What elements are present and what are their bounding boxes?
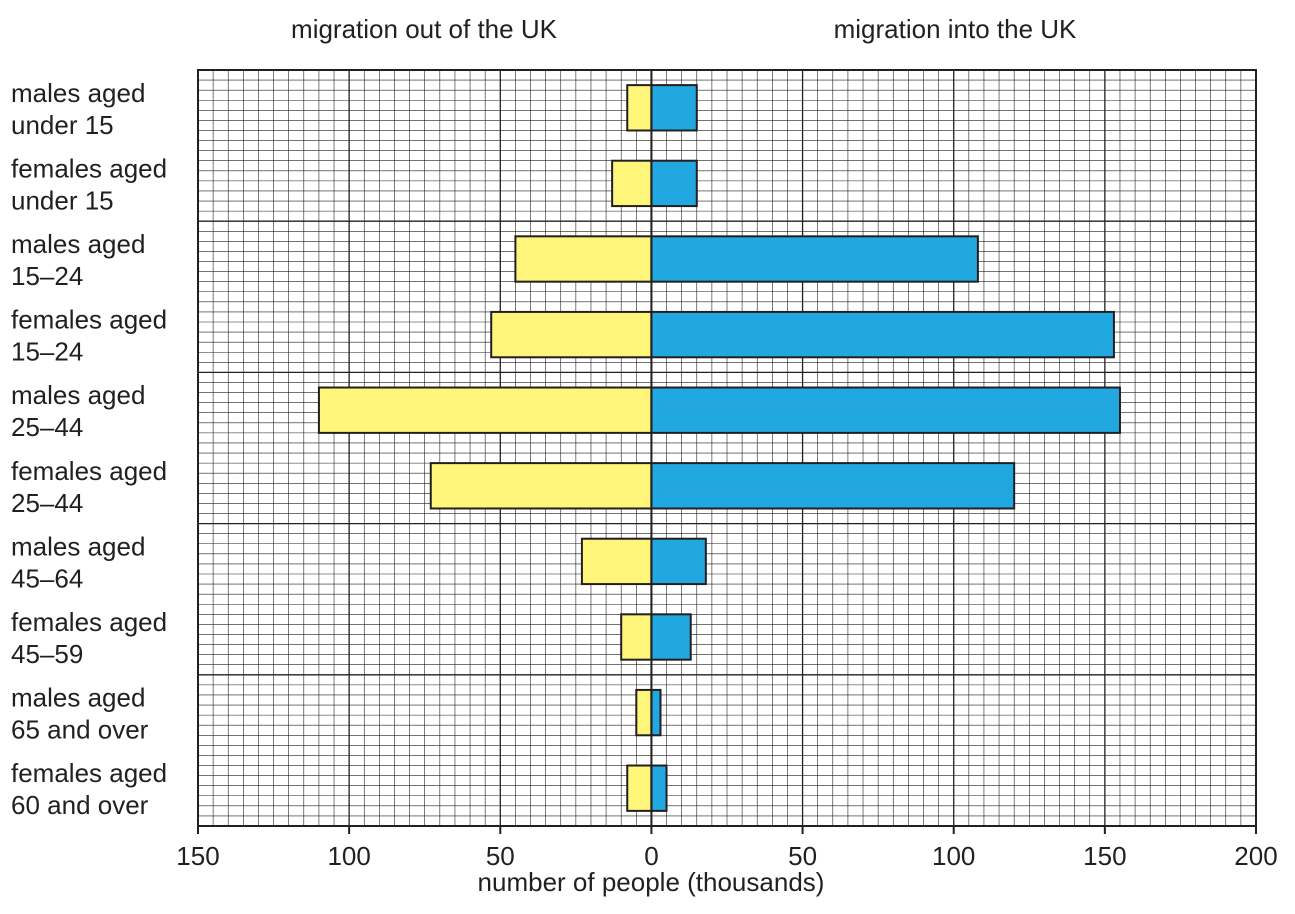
bar-in-0 [650,84,698,132]
bar-out-1 [611,159,653,208]
category-label: females aged 15–24 [11,305,167,367]
chart-headings: migration out of the UK migration into t… [291,14,1077,44]
plot-frame [197,69,1257,827]
category-label-line: 15–24 [11,261,83,291]
bar-in-4 [650,386,1121,434]
x-tick-label: 100 [327,841,370,871]
heading-migration-out: migration out of the UK [291,14,558,44]
bar-in-8 [650,688,662,737]
x-tick-label: 0 [644,841,658,871]
category-label: males aged 15–24 [11,229,145,291]
bar-out-7 [620,613,653,661]
bar-out-4 [317,386,653,434]
axes [197,69,1257,834]
bar-out-3 [490,310,653,359]
category-label-line: males aged [11,531,145,561]
bar-in-3 [650,310,1115,359]
category-label: males aged under 15 [11,78,145,140]
bar-in-6 [650,537,707,586]
x-tick-label: 50 [788,841,817,871]
bar-out-2 [514,235,653,283]
category-label-line: 65 and over [11,715,149,745]
category-label-line: males aged [11,683,145,713]
bar-in-2 [650,235,979,283]
category-label-line: females aged [11,758,167,788]
bar-in-5 [650,462,1016,510]
category-label: males aged 45–64 [11,531,145,593]
category-label-line: females aged [11,305,167,335]
category-label: females aged 45–59 [11,607,167,669]
x-tick-label: 50 [486,841,515,871]
category-label-line: 45–64 [11,563,83,593]
category-label: females aged 25–44 [11,456,167,518]
category-label-line: 60 and over [11,790,149,820]
x-tick-label: 200 [1234,841,1277,871]
bar-out-0 [626,84,653,132]
grid [197,69,1257,827]
category-label-line: males aged [11,229,145,259]
heading-migration-in: migration into the UK [834,14,1077,44]
category-label-line: 25–44 [11,412,83,442]
category-label: females aged under 15 [11,153,167,215]
category-label-line: males aged [11,78,145,108]
category-label: females aged 60 and over [11,758,167,820]
x-tick-label: 150 [176,841,219,871]
bar-in-7 [650,613,692,661]
category-label: males aged 25–44 [11,380,145,442]
bar-in-9 [650,764,668,812]
category-label-line: under 15 [11,185,114,215]
category-label-line: 25–44 [11,488,83,518]
bar-out-5 [429,462,653,510]
x-axis-label: number of people (thousands) [478,867,825,897]
bar-in-1 [650,159,698,208]
category-label-line: 45–59 [11,639,83,669]
category-label-line: females aged [11,153,167,183]
category-label-line: males aged [11,380,145,410]
bar-out-6 [580,537,653,586]
x-tick-label: 150 [1083,841,1126,871]
bar-out-8 [635,688,653,737]
category-label-line: females aged [11,607,167,637]
x-tick-labels: 150 100 50 0 50 100 150 200 [176,841,1277,871]
bar-out-9 [626,764,653,812]
category-label-line: females aged [11,456,167,486]
category-label-line: 15–24 [11,337,83,367]
bars [317,84,1121,812]
category-label-line: under 15 [11,110,114,140]
category-label: males aged 65 and over [11,683,149,745]
x-tick-label: 100 [932,841,975,871]
